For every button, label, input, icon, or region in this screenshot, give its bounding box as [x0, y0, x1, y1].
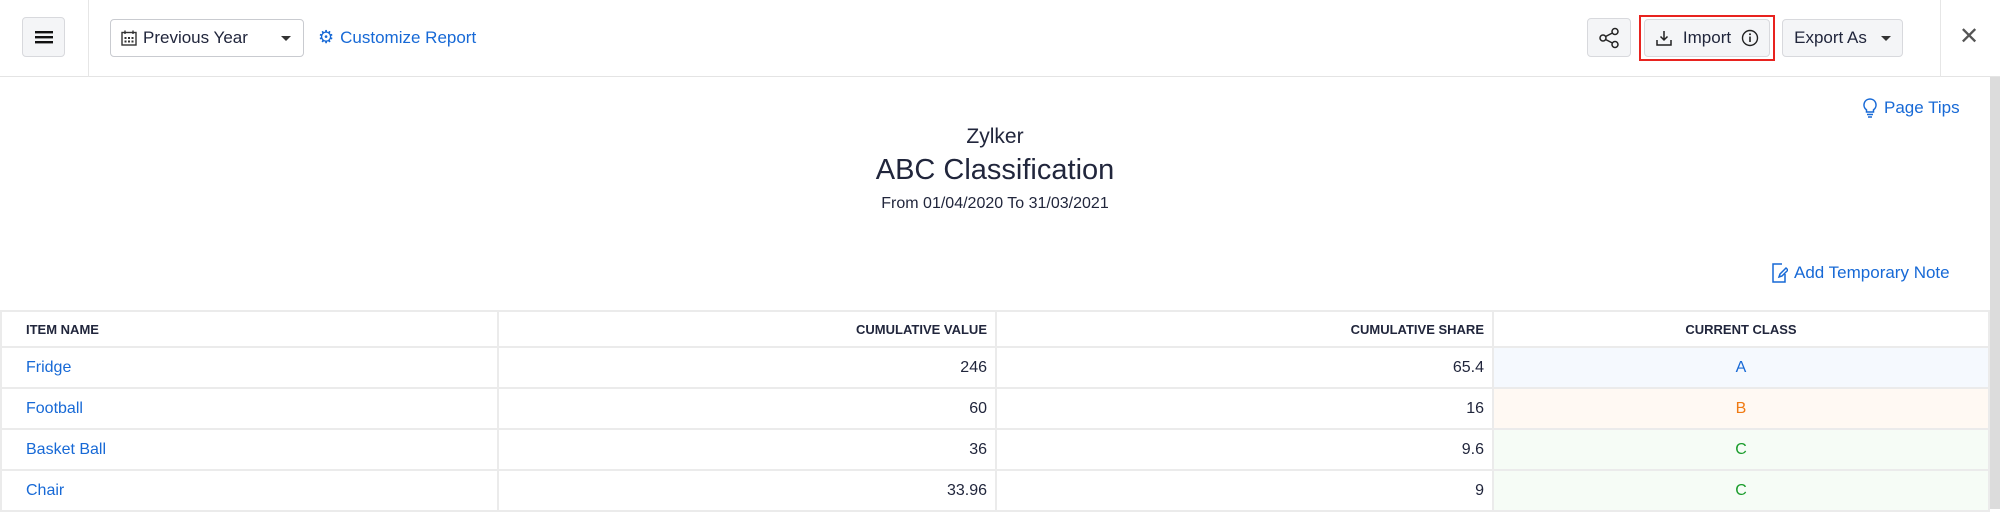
import-label: Import — [1682, 28, 1732, 47]
lightbulb-icon — [1863, 98, 1877, 118]
table-row: Chair 33.96 9 C — [0, 469, 1990, 512]
item-name-link[interactable]: Chair — [0, 469, 499, 512]
info-icon — [1741, 29, 1759, 47]
item-name-link[interactable]: Fridge — [0, 346, 499, 389]
header-cumulative-value[interactable]: CUMULATIVE VALUE — [497, 310, 997, 348]
table-row: Football 60 16 B — [0, 387, 1990, 430]
hamburger-icon — [34, 31, 53, 44]
organization-name: Zylker — [966, 125, 1024, 148]
export-as-button[interactable]: Export As — [1782, 19, 1903, 57]
current-class: A — [1492, 346, 1990, 389]
current-class: B — [1492, 387, 1990, 430]
gear-icon: ⚙ — [318, 27, 335, 47]
share-icon — [1599, 27, 1619, 48]
cumulative-value: 33.96 — [497, 469, 997, 512]
share-button[interactable] — [1587, 18, 1631, 57]
header-current-class[interactable]: CURRENT CLASS — [1492, 310, 1990, 348]
scrollbar[interactable] — [1990, 77, 2000, 509]
top-toolbar: Previous Year ⚙ Customize Report Import … — [0, 0, 2000, 77]
report-title: ABC Classification — [875, 154, 1115, 186]
table-header-row: ITEM NAME CUMULATIVE VALUE CUMULATIVE SH… — [0, 310, 1990, 348]
cumulative-value: 36 — [497, 428, 997, 471]
cumulative-share: 65.4 — [995, 346, 1494, 389]
edit-note-icon — [1772, 263, 1788, 283]
calendar-icon — [121, 30, 137, 46]
cumulative-value: 60 — [497, 387, 997, 430]
period-select[interactable]: Previous Year — [110, 19, 304, 57]
divider — [1940, 0, 1941, 77]
export-as-label: Export As — [1794, 28, 1867, 47]
chevron-down-icon — [281, 35, 291, 41]
add-temporary-note-link[interactable]: Add Temporary Note — [1772, 263, 1950, 283]
current-class: C — [1492, 469, 1990, 512]
customize-report-label: Customize Report — [340, 27, 477, 47]
abc-classification-table: ITEM NAME CUMULATIVE VALUE CUMULATIVE SH… — [0, 310, 1990, 512]
item-name-link[interactable]: Basket Ball — [0, 428, 499, 471]
cumulative-share: 9 — [995, 469, 1494, 512]
header-cumulative-share[interactable]: CUMULATIVE SHARE — [995, 310, 1494, 348]
cumulative-share: 16 — [995, 387, 1494, 430]
table-row: Basket Ball 36 9.6 C — [0, 428, 1990, 471]
item-name-link[interactable]: Football — [0, 387, 499, 430]
chevron-down-icon — [1880, 35, 1891, 41]
divider — [88, 0, 89, 77]
download-icon — [1656, 31, 1672, 46]
period-value: Previous Year — [143, 28, 248, 47]
cumulative-value: 246 — [497, 346, 997, 389]
current-class: C — [1492, 428, 1990, 471]
close-icon[interactable]: ✕ — [1958, 23, 1980, 50]
report-date-range: From 01/04/2020 To 31/03/2021 — [881, 195, 1109, 212]
page-tips-link[interactable]: Page Tips — [1862, 98, 1960, 118]
header-item-name[interactable]: ITEM NAME — [0, 310, 499, 348]
table-row: Fridge 246 65.4 A — [0, 346, 1990, 389]
import-button[interactable]: Import — [1644, 19, 1770, 57]
import-highlight — [1639, 15, 1775, 61]
customize-report-link[interactable]: ⚙ Customize Report — [318, 27, 476, 48]
cumulative-share: 9.6 — [995, 428, 1494, 471]
add-temporary-note-label: Add Temporary Note — [1794, 263, 1950, 282]
menu-button[interactable] — [22, 17, 65, 57]
page-tips-label: Page Tips — [1884, 98, 1960, 117]
